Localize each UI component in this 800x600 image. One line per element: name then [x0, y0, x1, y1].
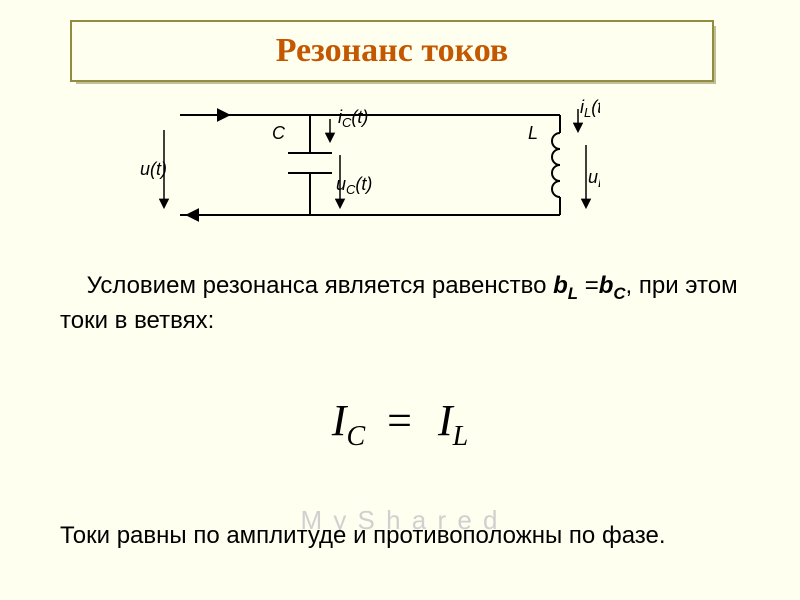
- para1-mid: =: [578, 272, 599, 299]
- label-iC: iC(t): [338, 107, 368, 130]
- formula-sub1: C: [346, 421, 365, 452]
- paragraph-2: Токи равны по амплитуде и противоположны…: [60, 520, 780, 552]
- label-uC: uC(t): [336, 174, 372, 197]
- label-L: L: [528, 123, 538, 143]
- formula-sub2: L: [453, 421, 469, 452]
- formula: IC = IL: [0, 395, 800, 453]
- label-iL: iL(t): [580, 97, 600, 120]
- formula-I1: I: [332, 396, 347, 445]
- circuit-diagram: u(t) C iC(t) uC(t) L iL(t) uL(t): [140, 95, 600, 245]
- para1-bC: bC: [599, 272, 626, 299]
- paragraph-1: Условием резонанса является равенство bL…: [60, 270, 760, 338]
- title-text: Резонанс токов: [276, 32, 509, 70]
- title-container: Резонанс токов: [70, 20, 710, 80]
- slide: Резонанс токов: [0, 0, 800, 600]
- title-box: Резонанс токов: [70, 20, 714, 82]
- label-C: C: [272, 123, 286, 143]
- formula-eq: =: [387, 396, 416, 445]
- para1-bL: bL: [553, 272, 578, 299]
- label-uL: uL(t): [588, 167, 600, 190]
- para1-pre: Условием резонанса является равенство: [87, 272, 553, 299]
- formula-I2: I: [438, 396, 453, 445]
- label-u: u(t): [140, 159, 167, 179]
